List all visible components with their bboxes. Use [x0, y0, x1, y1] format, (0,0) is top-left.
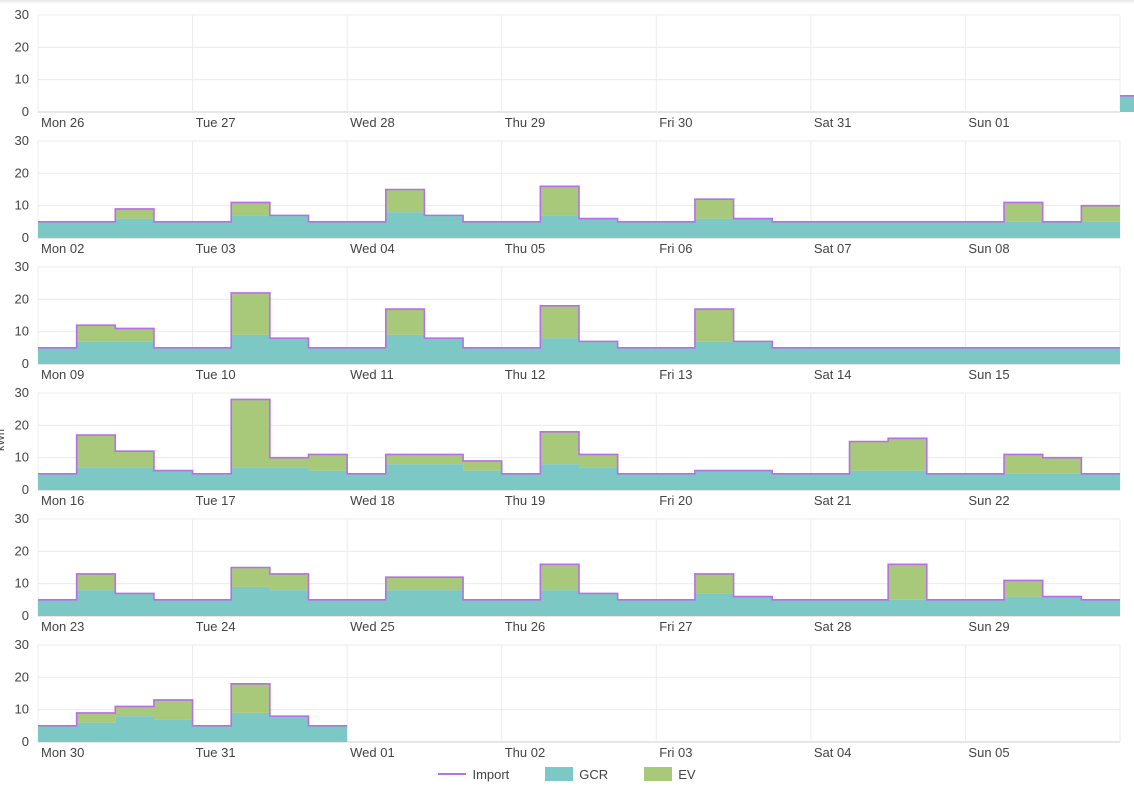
- x-tick-label: Tue 24: [196, 619, 236, 634]
- y-tick-label: 20: [15, 669, 29, 684]
- x-tick-label: Thu 19: [505, 493, 545, 508]
- gcr-swatch: [545, 767, 574, 781]
- x-tick-label: Fri 06: [659, 241, 692, 256]
- y-tick-label: 20: [15, 291, 29, 306]
- ev-area: [115, 186, 1121, 222]
- x-tick-label: Mon 02: [41, 241, 84, 256]
- ev-area: [76, 683, 270, 723]
- x-tick-label: Tue 31: [196, 745, 236, 760]
- x-tick-label: Wed 11: [350, 367, 394, 382]
- x-tick-label: Sat 31: [814, 115, 852, 130]
- y-tick-label: 0: [22, 230, 29, 245]
- gcr-area: [1120, 95, 1134, 112]
- x-tick-label: Thu 29: [505, 115, 545, 130]
- y-tick-label: 10: [15, 198, 29, 213]
- x-tick-label: Sat 07: [814, 241, 852, 256]
- import-line: [38, 398, 1120, 475]
- y-tick-label: 30: [15, 259, 29, 274]
- x-tick-label: Sun 08: [968, 241, 1009, 256]
- legend-label-ev: EV: [678, 766, 696, 782]
- y-tick-label: 10: [15, 324, 29, 339]
- y-tick-label: 20: [15, 165, 29, 180]
- energy-usage-chart: kWh 0 10 20 30 Mon 26 Tue 27 Wed 28 Thu 29 Fri 30…: [0, 7, 1134, 760]
- y-axis-label: kWh: [0, 429, 7, 451]
- ev-area: [76, 292, 734, 342]
- gcr-area: [38, 464, 1120, 490]
- x-tick-label: Wed 04: [350, 241, 395, 256]
- y-tick-label: 20: [15, 417, 29, 432]
- x-tick-label: Mon 30: [41, 745, 84, 760]
- legend-item-import[interactable]: Import: [438, 767, 509, 782]
- x-tick-label: Mon 23: [41, 619, 84, 634]
- y-tick-label: 20: [15, 543, 29, 558]
- x-tick-label: Tue 03: [196, 241, 236, 256]
- x-tick-label: Sat 14: [814, 367, 852, 382]
- legend-label-gcr: GCR: [579, 766, 609, 782]
- import-line: [38, 292, 1120, 349]
- x-tick-label: Sun 15: [968, 367, 1009, 382]
- y-tick-label: 0: [22, 482, 29, 497]
- x-tick-label: Tue 10: [196, 367, 236, 382]
- y-tick-label: 0: [22, 734, 29, 749]
- y-tick-label: 10: [15, 702, 29, 717]
- y-tick-label: 10: [15, 450, 29, 465]
- y-tick-label: 0: [22, 608, 29, 623]
- legend-label-import: Import: [472, 766, 510, 782]
- x-tick-label: Wed 28: [350, 115, 395, 130]
- y-tick-label: 10: [15, 72, 29, 87]
- top-edge-shadow: [0, 0, 1134, 4]
- x-tick-label: Wed 01: [350, 745, 395, 760]
- x-tick-label: Sat 04: [814, 745, 852, 760]
- ev-area: [76, 564, 1043, 600]
- x-tick-label: Wed 25: [350, 619, 395, 634]
- x-tick-label: Fri 13: [659, 367, 692, 382]
- y-tick-label: 30: [15, 511, 29, 526]
- import-line: [38, 185, 1120, 223]
- y-tick-label: 20: [15, 39, 29, 54]
- x-tick-label: Fri 20: [659, 493, 692, 508]
- x-tick-label: Sun 29: [968, 619, 1009, 634]
- import-swatch: [438, 773, 467, 775]
- x-tick-label: Thu 26: [505, 619, 545, 634]
- import-line: [38, 563, 1120, 601]
- x-tick-label: Fri 03: [659, 745, 692, 760]
- y-tick-label: 10: [15, 576, 29, 591]
- x-tick-label: Mon 09: [41, 367, 84, 382]
- y-tick-label: 30: [15, 637, 29, 652]
- x-tick-label: Thu 05: [505, 241, 545, 256]
- x-tick-label: Thu 02: [505, 745, 545, 760]
- x-tick-label: Sun 01: [968, 115, 1009, 130]
- x-tick-label: Fri 30: [659, 115, 692, 130]
- y-tick-label: 0: [22, 356, 29, 371]
- legend-item-ev[interactable]: EV: [644, 766, 696, 782]
- x-tick-label: Sun 05: [968, 745, 1009, 760]
- y-tick-label: 30: [15, 385, 29, 400]
- y-tick-label: 0: [22, 104, 29, 119]
- legend-item-gcr[interactable]: GCR: [545, 767, 608, 782]
- y-tick-label: 30: [15, 7, 29, 22]
- x-tick-label: Tue 17: [196, 493, 236, 508]
- y-tick-label: 30: [15, 133, 29, 148]
- x-tick-label: Tue 27: [196, 115, 236, 130]
- x-tick-label: Sat 21: [814, 493, 852, 508]
- x-tick-label: Mon 26: [41, 115, 84, 130]
- x-tick-label: Sun 22: [968, 493, 1009, 508]
- x-tick-label: Mon 16: [41, 493, 84, 508]
- chart-legend: Import GCR EV: [0, 763, 1134, 785]
- x-tick-label: Fri 27: [659, 619, 692, 634]
- import-line: [38, 683, 348, 727]
- x-tick-label: Thu 12: [505, 367, 545, 382]
- ev-swatch: [644, 767, 673, 781]
- x-tick-label: Sat 28: [814, 619, 852, 634]
- x-tick-label: Wed 18: [350, 493, 395, 508]
